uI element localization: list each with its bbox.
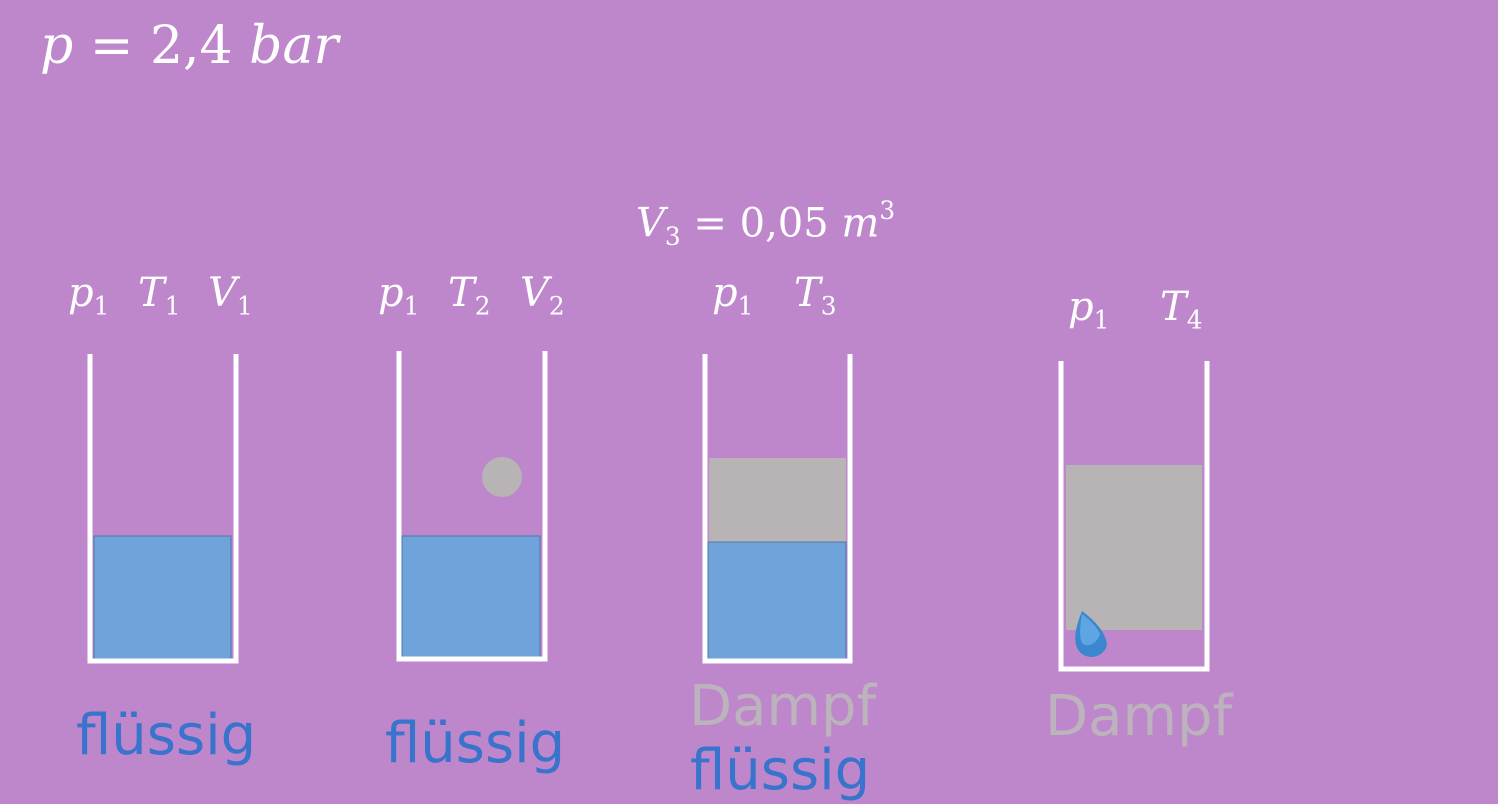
beaker4-label-p: p1	[1068, 284, 1110, 335]
liquid-fill	[93, 535, 232, 660]
volume3-equation: V3 = 0,05 m3	[636, 196, 895, 251]
liquid-fill	[707, 541, 847, 660]
beaker-outline	[1058, 361, 1210, 672]
vapor-fill	[1066, 465, 1202, 630]
beaker1-label-p: p1	[68, 270, 110, 321]
beaker3-label-t: T3	[794, 270, 837, 321]
phase-label-liquid-1: flüssig	[76, 703, 257, 768]
phase-label-vapor-3: Dampf	[689, 674, 877, 739]
beaker2-label-t: T2	[448, 270, 491, 321]
droplet-highlight	[1080, 614, 1100, 646]
beaker-outline	[87, 354, 239, 664]
vapor-fill	[709, 458, 846, 542]
beaker1-label-v: V1	[208, 270, 253, 321]
pressure-unit: bar	[249, 16, 339, 76]
volume-value: 0,05	[739, 200, 829, 247]
equals-sign: =	[693, 200, 727, 247]
beaker1-label-t: T1	[138, 270, 181, 321]
phase-label-liquid-2: flüssig	[385, 711, 566, 776]
volume-subscript: 3	[664, 222, 681, 252]
beaker2-label-p: p1	[378, 270, 420, 321]
beaker-1	[87, 354, 239, 664]
phase-label-vapor-4: Dampf	[1045, 684, 1233, 749]
beaker-4	[1058, 361, 1210, 672]
liquid-fill	[401, 535, 541, 658]
pressure-symbol: p	[40, 16, 74, 76]
beaker3-label-p: p1	[712, 270, 754, 321]
beaker-3	[702, 354, 853, 664]
beaker2-label-v: V2	[520, 270, 565, 321]
beaker4-label-t: T4	[1160, 284, 1203, 335]
vapor-bubble	[482, 457, 522, 497]
phase-label-liquid-3: flüssig	[690, 738, 871, 803]
volume-unit-exponent: 3	[879, 196, 896, 225]
volume-unit: m	[841, 200, 880, 247]
beaker-outline	[702, 354, 853, 664]
pressure-equation: p = 2,4 bar	[40, 16, 338, 76]
equals-sign: =	[89, 16, 134, 76]
beaker-2	[396, 351, 548, 662]
pressure-value: 2,4	[149, 16, 233, 76]
volume-symbol: V	[636, 200, 665, 247]
beaker-outline	[396, 351, 548, 662]
